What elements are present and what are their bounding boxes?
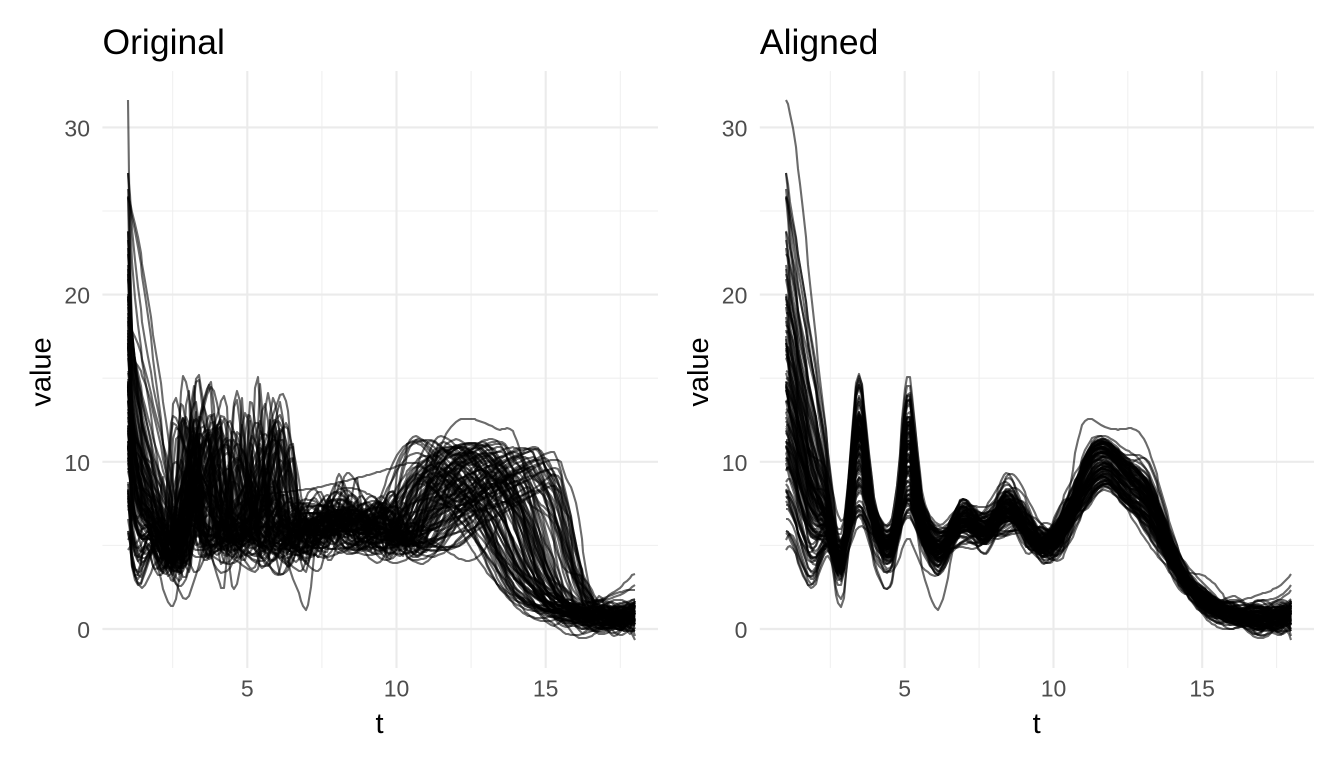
svg-text:t: t bbox=[375, 708, 383, 740]
svg-text:10: 10 bbox=[1041, 676, 1067, 702]
svg-text:15: 15 bbox=[1189, 676, 1215, 702]
svg-text:Aligned: Aligned bbox=[760, 22, 878, 62]
svg-text:0: 0 bbox=[735, 617, 748, 643]
svg-text:5: 5 bbox=[241, 676, 254, 702]
svg-text:0: 0 bbox=[77, 617, 90, 643]
svg-text:20: 20 bbox=[722, 283, 748, 309]
svg-text:10: 10 bbox=[384, 676, 410, 702]
svg-text:20: 20 bbox=[64, 283, 90, 309]
svg-text:30: 30 bbox=[64, 115, 90, 141]
svg-text:10: 10 bbox=[722, 450, 748, 476]
svg-text:5: 5 bbox=[898, 676, 911, 702]
svg-text:30: 30 bbox=[722, 115, 748, 141]
svg-text:Original: Original bbox=[103, 22, 225, 62]
svg-text:10: 10 bbox=[64, 450, 90, 476]
svg-text:value: value bbox=[26, 337, 58, 406]
svg-text:t: t bbox=[1033, 708, 1041, 740]
svg-text:value: value bbox=[683, 337, 715, 406]
svg-text:15: 15 bbox=[533, 676, 559, 702]
